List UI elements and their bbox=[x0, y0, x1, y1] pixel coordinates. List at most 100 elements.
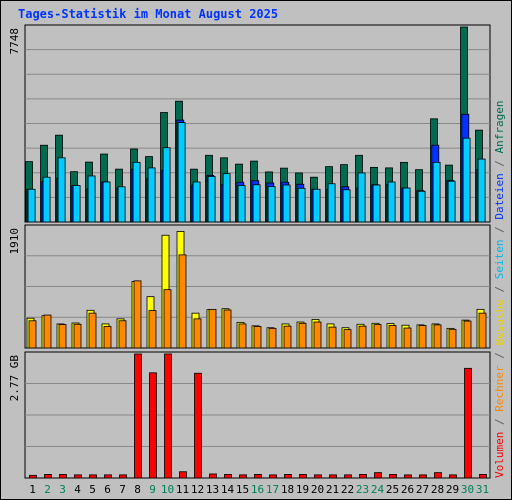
volume-bar bbox=[389, 474, 397, 479]
x-tick-label: 11 bbox=[176, 483, 189, 496]
x-tick-label: 28 bbox=[431, 483, 444, 496]
series-label-part: / bbox=[493, 220, 506, 240]
pages-bar bbox=[57, 157, 66, 223]
pages-bar bbox=[27, 188, 36, 223]
pages-bar bbox=[312, 188, 321, 223]
pages-bar bbox=[447, 180, 456, 223]
series-label-part: Anfragen bbox=[493, 100, 506, 153]
series-label-part: / bbox=[493, 346, 506, 366]
pages-bar bbox=[342, 189, 351, 223]
volume-bar bbox=[464, 367, 472, 479]
pages-bar bbox=[87, 175, 96, 223]
x-tick-label: 18 bbox=[281, 483, 294, 496]
chart-title: Tages-Statistik im Monat August 2025 bbox=[18, 7, 278, 21]
x-tick-label: 2 bbox=[44, 483, 51, 496]
volume-bar bbox=[284, 474, 292, 479]
x-tick-label: 4 bbox=[74, 483, 81, 496]
panel-requests: 7748 bbox=[8, 24, 491, 223]
pages-bar bbox=[357, 172, 366, 223]
hosts-bar bbox=[178, 254, 187, 349]
x-axis-labels: 1 2 3 4 5 6 7 8 9 10 11 12 13 14 15 16 17 18 19 20 21 22 23 24 2… bbox=[29, 483, 489, 496]
volume-bar bbox=[239, 474, 247, 479]
series-label-part: Besuche bbox=[493, 299, 506, 345]
hosts-bar bbox=[433, 324, 442, 349]
hosts-bar bbox=[313, 321, 322, 349]
volume-bar bbox=[419, 474, 427, 479]
volume-bar bbox=[359, 474, 367, 479]
volume-bar bbox=[314, 474, 322, 479]
hosts-bar bbox=[358, 325, 367, 349]
pages-bar bbox=[462, 137, 471, 223]
pages-bar bbox=[72, 185, 81, 223]
hosts-bar bbox=[388, 325, 397, 349]
x-tick-label: 27 bbox=[416, 483, 429, 496]
hosts-bar bbox=[58, 324, 67, 349]
hosts-bar bbox=[163, 289, 172, 349]
y-max-label: 1910 bbox=[8, 228, 21, 255]
pages-bar bbox=[372, 184, 381, 223]
x-tick-label: 1 bbox=[29, 483, 36, 496]
hosts-bar bbox=[328, 326, 337, 349]
series-label-part: / bbox=[493, 412, 506, 432]
pages-bar bbox=[162, 147, 171, 223]
hosts-bar bbox=[28, 320, 37, 349]
x-tick-label: 13 bbox=[206, 483, 219, 496]
hosts-bar bbox=[118, 320, 127, 349]
x-tick-label: 19 bbox=[296, 483, 309, 496]
pages-bar bbox=[417, 190, 426, 223]
hosts-bar bbox=[73, 323, 82, 349]
x-tick-label: 30 bbox=[461, 483, 474, 496]
series-label-part: Dateien bbox=[493, 173, 506, 219]
hosts-bar bbox=[103, 326, 112, 349]
pages-bar bbox=[132, 161, 141, 223]
volume-bar bbox=[299, 474, 307, 479]
x-tick-label: 5 bbox=[89, 483, 96, 496]
pages-bar bbox=[42, 176, 51, 223]
volume-bar bbox=[194, 372, 202, 479]
x-tick-label: 31 bbox=[476, 483, 489, 496]
pages-bar bbox=[252, 184, 261, 223]
pages-bar bbox=[102, 181, 111, 223]
volume-bar bbox=[164, 353, 172, 479]
x-tick-label: 29 bbox=[446, 483, 459, 496]
hosts-bar bbox=[463, 320, 472, 349]
volume-bar bbox=[449, 474, 457, 479]
volume-bar bbox=[344, 474, 352, 479]
pages-bar bbox=[267, 186, 276, 223]
x-tick-label: 20 bbox=[311, 483, 324, 496]
x-tick-label: 6 bbox=[104, 483, 111, 496]
volume-bar bbox=[269, 474, 277, 479]
volume-bar bbox=[329, 474, 337, 479]
volume-bar bbox=[254, 474, 262, 479]
pages-bar bbox=[477, 158, 486, 223]
x-tick-label: 23 bbox=[356, 483, 369, 496]
x-tick-label: 21 bbox=[326, 483, 339, 496]
right-series-label: Volumen / Rechner / Besuche / Seiten / D… bbox=[493, 100, 506, 478]
series-label-part: / bbox=[493, 279, 506, 299]
hosts-bar bbox=[223, 309, 232, 349]
hosts-bar bbox=[193, 318, 202, 349]
pages-bar bbox=[192, 181, 201, 223]
pages-bar bbox=[387, 181, 396, 223]
series-label-part: Seiten bbox=[493, 240, 506, 280]
volume-bar bbox=[119, 474, 127, 479]
volume-bar bbox=[479, 474, 487, 479]
panel-volume: 2.77 GB bbox=[8, 351, 491, 479]
volume-bar bbox=[29, 474, 37, 479]
hosts-bar bbox=[88, 312, 97, 349]
panel-visits: 1910 bbox=[8, 224, 491, 349]
volume-bar bbox=[434, 472, 442, 479]
x-tick-label: 12 bbox=[191, 483, 204, 496]
pages-bar bbox=[327, 183, 336, 223]
x-tick-label: 15 bbox=[236, 483, 249, 496]
x-tick-label: 24 bbox=[371, 483, 385, 496]
pages-bar bbox=[177, 122, 186, 223]
volume-bar bbox=[59, 474, 67, 479]
pages-bar bbox=[222, 173, 231, 223]
hosts-bar bbox=[208, 308, 217, 349]
y-max-label: 7748 bbox=[8, 28, 21, 55]
hosts-bar bbox=[478, 312, 487, 349]
series-label-part: Rechner bbox=[493, 365, 506, 412]
hosts-bar bbox=[373, 324, 382, 349]
volume-bar bbox=[374, 472, 382, 479]
